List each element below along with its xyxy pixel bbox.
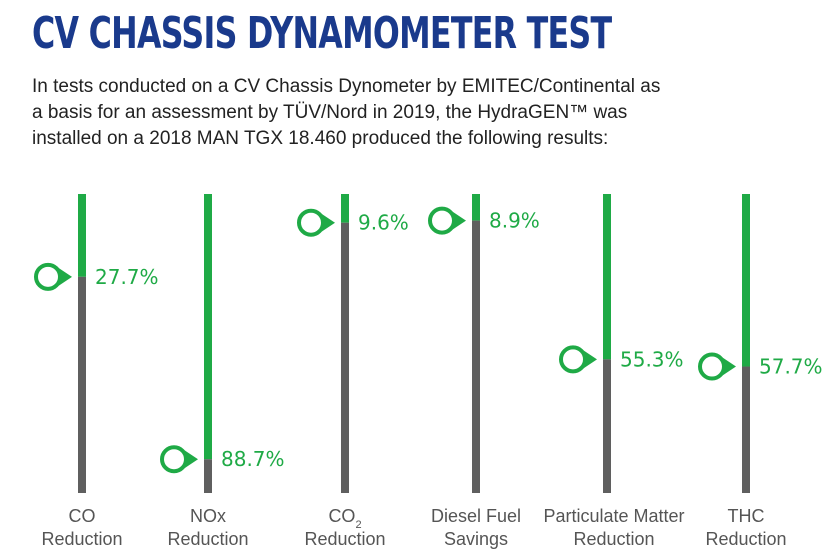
category-label: Reduction (304, 529, 385, 549)
bar-remaining-segment (742, 366, 750, 493)
category-label: THC (728, 506, 765, 526)
data-label: 55.3% (620, 347, 684, 371)
bar-remaining-segment (472, 220, 480, 493)
bar-reduction-segment (341, 194, 349, 223)
circle-pointer-icon (559, 345, 597, 374)
bar-reduction-segment (204, 194, 212, 460)
circle-pointer-icon (297, 208, 335, 237)
page-title: CV CHASSIS DYNAMOMETER TEST (32, 8, 612, 59)
bar-reduction-segment (603, 194, 611, 360)
data-label: 8.9% (489, 209, 540, 233)
intro-line: a basis for an assessment by TÜV/Nord in… (32, 102, 628, 123)
category-label: CO (69, 506, 96, 526)
data-label: 27.7% (95, 265, 159, 289)
intro-line: In tests conducted on a CV Chassis Dynom… (32, 76, 661, 97)
category-label: Reduction (573, 529, 654, 549)
data-label: 88.7% (221, 447, 285, 471)
category-label: Diesel Fuel (431, 506, 521, 526)
circle-pointer-icon (428, 206, 466, 235)
category-label: Reduction (167, 529, 248, 549)
bar-reduction-segment (742, 194, 750, 367)
category-label: Particulate Matter (543, 506, 684, 526)
bar-reduction-segment (78, 194, 86, 277)
data-label: 9.6% (358, 211, 409, 235)
category-label: CO2 (328, 506, 361, 531)
bar-remaining-segment (603, 359, 611, 493)
bar-reduction-segment (472, 194, 480, 221)
intro-paragraph: In tests conducted on a CV Chassis Dynom… (32, 74, 812, 152)
circle-pointer-icon (34, 262, 72, 291)
intro-line: installed on a 2018 MAN TGX 18.460 produ… (32, 128, 609, 149)
bar-remaining-segment (204, 459, 212, 493)
bar-remaining-segment (78, 276, 86, 493)
circle-pointer-icon (698, 352, 736, 381)
category-label: Reduction (705, 529, 786, 549)
category-label: NOx (190, 506, 226, 526)
category-label: Savings (444, 529, 508, 549)
data-label: 57.7% (759, 355, 823, 379)
circle-pointer-icon (160, 445, 198, 474)
bar-remaining-segment (341, 222, 349, 494)
category-label: Reduction (41, 529, 122, 549)
